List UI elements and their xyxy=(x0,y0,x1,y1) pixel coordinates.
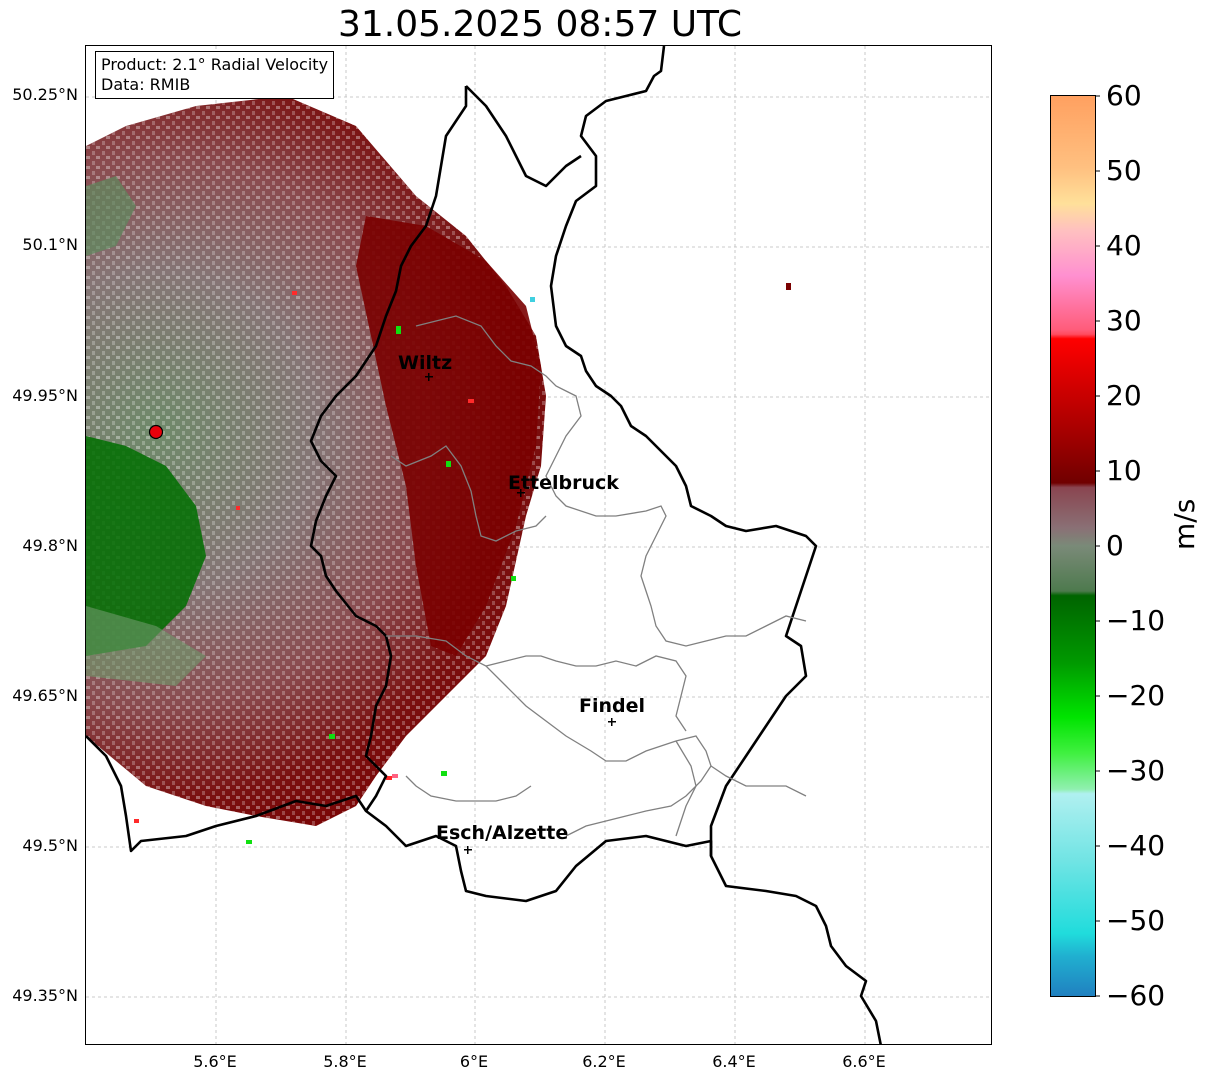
colorbar-unit-label: m/s xyxy=(1168,498,1201,550)
colorbar-tick-minus-20: −20 xyxy=(1106,679,1166,712)
lon-tick-5-8: 5.8°E xyxy=(323,1052,367,1071)
colorbar-tick-10: 10 xyxy=(1106,454,1142,487)
lat-tick-49-8: 49.8°N xyxy=(22,536,78,555)
map-title: 31.05.2025 08:57 UTC xyxy=(337,4,743,45)
colorbar-tick-40: 40 xyxy=(1106,229,1142,262)
colorbar-tick-0: 0 xyxy=(1106,529,1124,562)
lon-tick-6-2: 6.2°E xyxy=(582,1052,626,1071)
radar-site-marker xyxy=(148,424,164,440)
city-label-wiltz: Wiltz xyxy=(398,352,452,374)
lon-tick-6-6: 6.6°E xyxy=(842,1052,886,1071)
lat-tick-49-5: 49.5°N xyxy=(22,836,78,855)
colorbar-tick-minus-50: −50 xyxy=(1106,904,1166,937)
city-label-esch-alzette: Esch/Alzette xyxy=(436,822,568,844)
info-box: Product: 2.1° Radial Velocity Data: RMIB xyxy=(95,51,335,99)
product-label: Product: 2.1° Radial Velocity xyxy=(101,55,329,74)
colorbar-tick-minus-30: −30 xyxy=(1106,754,1166,787)
lat-tick-49-35: 49.35°N xyxy=(12,986,78,1005)
lat-tick-50-1: 50.1°N xyxy=(22,235,78,254)
radar-echoes xyxy=(86,96,791,844)
colorbar-tick-50: 50 xyxy=(1106,154,1142,187)
city-label-ettelbruck: Ettelbruck xyxy=(508,472,619,494)
colorbar-tick-minus-10: −10 xyxy=(1106,604,1166,637)
lat-tick-49-65: 49.65°N xyxy=(12,686,78,705)
map-area[interactable]: Wiltz Ettelbruck Findel Esch/Alzette xyxy=(85,45,992,1045)
colorbar-tick-30: 30 xyxy=(1106,304,1142,337)
radar-map-svg: Wiltz Ettelbruck Findel Esch/Alzette xyxy=(86,46,991,1044)
data-source-label: Data: RMIB xyxy=(101,75,191,94)
colorbar-tick-minus-60: −60 xyxy=(1106,979,1166,1012)
lon-tick-6-4: 6.4°E xyxy=(712,1052,756,1071)
national-borders xyxy=(86,46,882,1044)
lat-tick-50-25: 50.25°N xyxy=(12,85,78,104)
lon-tick-5-6: 5.6°E xyxy=(193,1052,237,1071)
city-label-findel: Findel xyxy=(579,695,645,717)
city-markers xyxy=(425,373,616,854)
admin-borders xyxy=(386,315,807,837)
colorbar-tick-60: 60 xyxy=(1106,79,1142,112)
colorbar xyxy=(1050,95,1100,997)
lon-tick-6: 6°E xyxy=(459,1052,489,1071)
lat-tick-49-95: 49.95°N xyxy=(12,386,78,405)
colorbar-tick-minus-40: −40 xyxy=(1106,829,1166,862)
colorbar-tick-20: 20 xyxy=(1106,379,1142,412)
